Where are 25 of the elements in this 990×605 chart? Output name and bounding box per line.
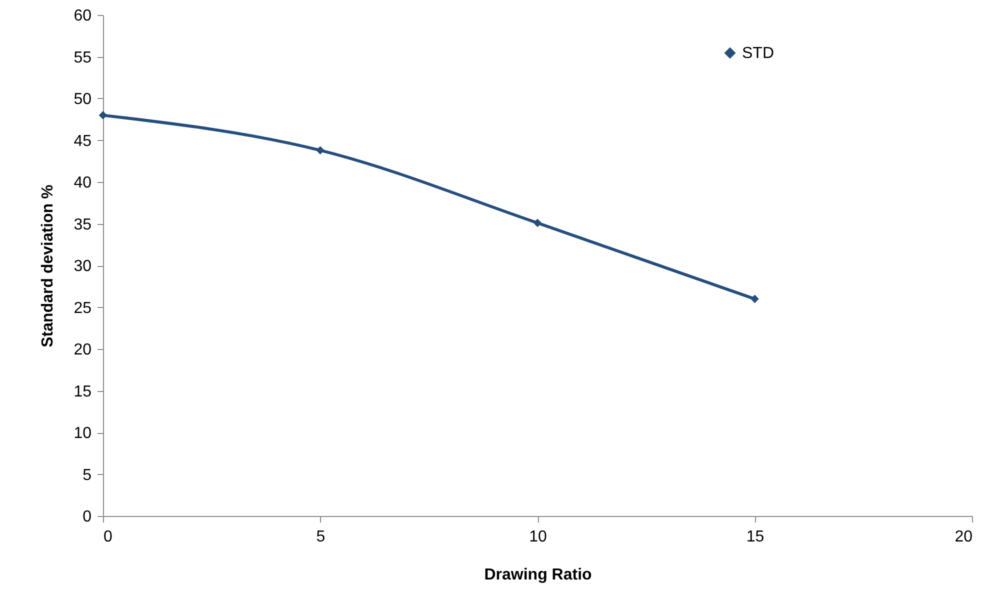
- x-tick-label: 10: [529, 528, 547, 546]
- x-tick-label: 5: [316, 528, 326, 546]
- point: [750, 294, 759, 304]
- y-tick-label: 0: [82, 508, 92, 526]
- y-tick-label: 15: [74, 383, 92, 400]
- y-tick-label: 55: [74, 49, 92, 66]
- legend-label: STD: [742, 45, 774, 62]
- x-tick-label: 15: [746, 528, 764, 546]
- x-tick-label: 0: [104, 528, 112, 546]
- x-axis-title: Drawing Ratio: [484, 566, 592, 584]
- y-tick-label: 50: [74, 91, 92, 108]
- y-tick-label: 40: [74, 174, 92, 192]
- y-tick-label: 20: [74, 342, 92, 358]
- y-tick-label: 35: [74, 216, 92, 234]
- y-axis-title: Standard deviation %: [40, 184, 57, 348]
- y-tick-label: 45: [74, 132, 92, 150]
- x-tick-label: 20: [954, 528, 973, 546]
- y-tick-label: 5: [82, 466, 92, 484]
- y-tick-label: 60: [74, 8, 92, 24]
- point: [533, 218, 542, 228]
- y-tick-label: 30: [74, 258, 92, 275]
- point: [316, 146, 324, 154]
- y-tick-label: 10: [74, 425, 92, 442]
- y-tick-label: 25: [74, 300, 92, 317]
- point: [98, 111, 108, 120]
